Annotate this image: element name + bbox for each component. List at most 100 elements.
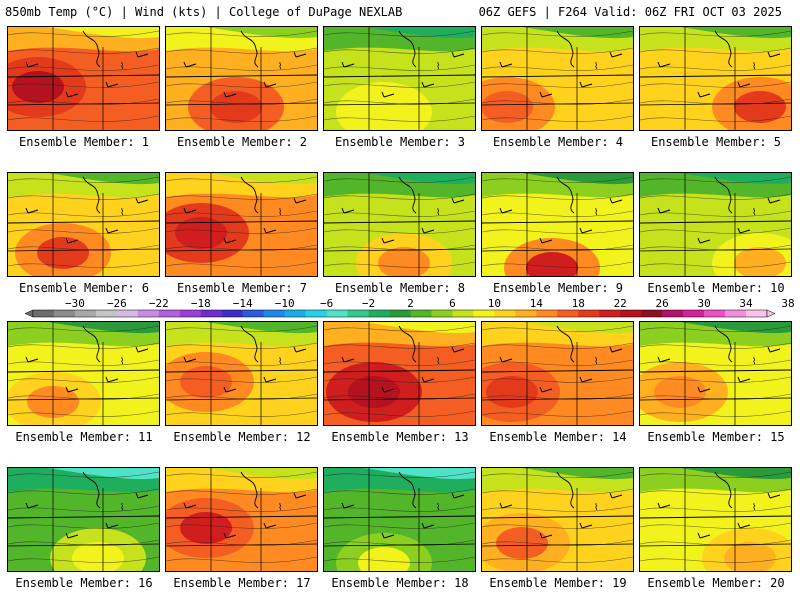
- warm-core: [526, 252, 578, 276]
- lake-outline: [714, 325, 733, 363]
- height-contour: [324, 47, 475, 54]
- warm-core: [482, 91, 533, 123]
- wind-barb: [609, 197, 623, 204]
- colorbar-segment: [74, 310, 97, 317]
- wind-barb: [25, 502, 39, 509]
- wind-barb: [767, 346, 781, 353]
- wind-barb: [767, 492, 781, 499]
- temperature-field: ⌇: [482, 468, 633, 571]
- temperature-field: ⌇: [8, 173, 159, 276]
- height-contour: [482, 488, 633, 495]
- height-contour: [8, 342, 159, 349]
- height-contour: [166, 556, 317, 563]
- height-contour: [640, 176, 791, 183]
- ensemble-member-map: ⌇: [639, 26, 792, 131]
- height-contour: [482, 376, 633, 383]
- ensemble-member-map: ⌇: [165, 172, 318, 277]
- colorbar-tick-label: −14: [233, 297, 253, 310]
- wind-barb: [657, 502, 671, 509]
- wind-barb: ⌇: [752, 502, 756, 513]
- wind-barb: [183, 356, 197, 363]
- wind-barb: [609, 51, 623, 58]
- height-contour: [166, 359, 317, 366]
- wind-barb: [767, 197, 781, 204]
- height-contour: [640, 98, 791, 105]
- wind-barb: [293, 197, 307, 204]
- lake-outline: [398, 325, 417, 363]
- wind-barb: [65, 532, 79, 539]
- lake-outline: [82, 176, 101, 214]
- height-contour: [166, 410, 317, 417]
- wind-barb: [183, 207, 197, 214]
- temperature-field: ⌇: [324, 173, 475, 276]
- colorbar-segment: [284, 310, 306, 317]
- wind-barb: [223, 386, 237, 393]
- height-contour: [8, 359, 159, 366]
- height-contour: [166, 176, 317, 183]
- wind-barb: [341, 502, 355, 509]
- colorbar-tick-label: 6: [449, 297, 456, 310]
- height-contour: [640, 325, 791, 332]
- wind-barb: [341, 207, 355, 214]
- ensemble-member-label: Ensemble Member: 9: [492, 281, 624, 295]
- border-line: [482, 220, 633, 224]
- height-contour: [482, 471, 633, 478]
- wind-barb: ⌇: [436, 207, 440, 218]
- lake-outline: [398, 30, 417, 68]
- border-line: [324, 220, 475, 224]
- height-contour: [640, 522, 791, 529]
- height-contour: [324, 342, 475, 349]
- wind-barb: [539, 237, 553, 244]
- wind-barb: [579, 227, 593, 234]
- ensemble-member-map: ⌇: [481, 172, 634, 277]
- height-contour: [482, 261, 633, 268]
- warm-core: [72, 542, 124, 571]
- wind-barb: [135, 197, 149, 204]
- ensemble-member-map: ⌇: [323, 172, 476, 277]
- border-line: [8, 515, 159, 519]
- colorbar-segment: [179, 310, 202, 317]
- height-contour: [8, 471, 159, 478]
- wind-barb: [135, 51, 149, 58]
- warm-core: [724, 542, 776, 571]
- wind-barb: [737, 81, 751, 88]
- height-contour: [482, 47, 633, 54]
- wind-barb: ⌇: [594, 356, 598, 367]
- wind-barb: [451, 492, 465, 499]
- warm-core: [734, 91, 786, 123]
- height-contour: [8, 393, 159, 400]
- lake-outline: [82, 471, 101, 509]
- height-contour: [324, 522, 475, 529]
- height-contour: [166, 30, 317, 37]
- height-contour: [482, 64, 633, 71]
- height-contour: [324, 244, 475, 251]
- height-contour: [166, 393, 317, 400]
- lake-outline: [714, 30, 733, 68]
- wind-barb: [135, 346, 149, 353]
- border-line: [640, 102, 791, 106]
- height-contour: [324, 539, 475, 546]
- ensemble-member-label: Ensemble Member: 14: [489, 430, 627, 444]
- colorbar-segment: [599, 310, 621, 317]
- height-contour: [640, 505, 791, 512]
- temperature-field: ⌇: [324, 27, 475, 130]
- border-line: [8, 369, 159, 373]
- height-contour: [324, 64, 475, 71]
- lake-outline: [240, 325, 259, 363]
- ensemble-member-map: ⌇: [639, 467, 792, 572]
- height-contour: [640, 376, 791, 383]
- wind-barb: [421, 522, 435, 529]
- height-contour: [166, 244, 317, 251]
- wind-barb: ⌇: [120, 207, 124, 218]
- height-contour: [166, 115, 317, 122]
- lake-outline: [556, 471, 575, 509]
- wind-barb: [539, 532, 553, 539]
- colorbar-segment: [33, 310, 55, 317]
- warm-core: [175, 217, 227, 249]
- ensemble-member-label: Ensemble Member: 10: [647, 281, 785, 295]
- border-line: [640, 369, 791, 373]
- ensemble-member-map: ⌇: [323, 26, 476, 131]
- colorbar-segment: [389, 310, 411, 317]
- wind-barb: [697, 91, 711, 98]
- wind-barb: [499, 356, 513, 363]
